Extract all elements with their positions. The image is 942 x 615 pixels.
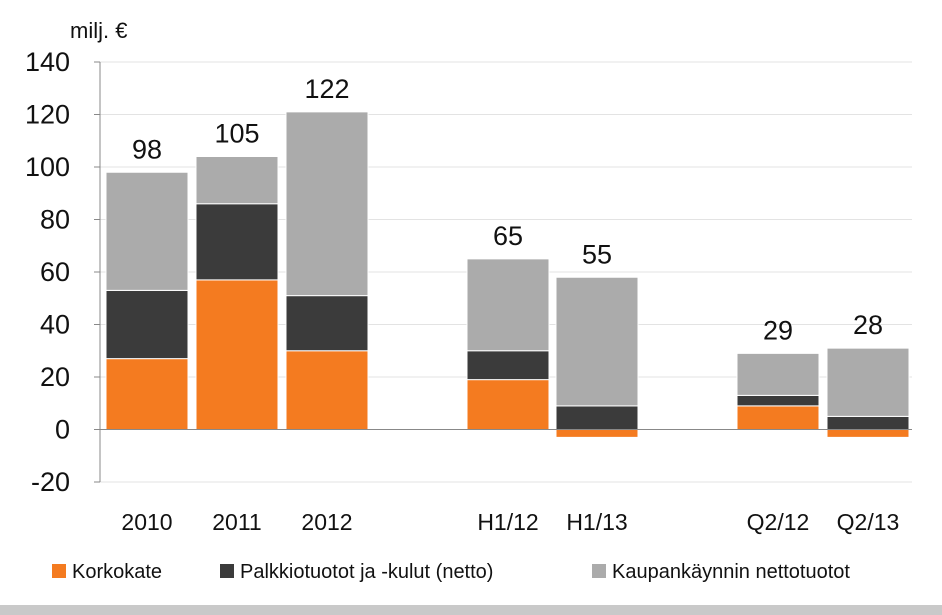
x-category-label: 2011	[212, 509, 261, 535]
bar-segment-kaupankaynti	[466, 258, 550, 352]
y-tick-label: 140	[25, 47, 70, 77]
x-category-label: Q2/12	[747, 509, 810, 535]
y-tick-label: 100	[25, 152, 70, 182]
total-label: 105	[214, 119, 259, 149]
total-labels: 98 105 122 65 55 29 28	[132, 74, 883, 346]
bar-stack-2010	[105, 171, 189, 430]
y-tick-label: 0	[55, 415, 70, 445]
bar-segment-palkkiotuotot	[466, 350, 550, 381]
bars	[105, 111, 910, 438]
bar-segment-korkokate	[285, 350, 369, 430]
category-labels: 2010 2011 2012 H1/12 H1/13 Q2/12 Q2/13	[121, 509, 899, 535]
x-category-label: 2012	[301, 509, 352, 535]
legend-swatch	[220, 564, 234, 578]
total-label: 55	[582, 239, 612, 269]
legend-label: Korkokate	[72, 561, 162, 583]
y-axis-tick-labels: -20 0 20 40 60 80 100 120 140	[25, 47, 70, 497]
bar-stack-q2-12	[736, 352, 820, 430]
y-tick-label: 40	[40, 310, 70, 340]
legend-label: Palkkiotuotot ja -kulut (netto)	[240, 561, 493, 583]
legend-swatch	[52, 564, 66, 578]
bar-segment-kaupankaynti	[555, 276, 639, 407]
bar-segment-korkokate	[466, 379, 550, 430]
bar-stack-h1-12	[466, 258, 550, 430]
legend-swatch	[592, 564, 606, 578]
bar-segment-palkkiotuotot	[826, 415, 910, 430]
total-label: 122	[304, 74, 349, 104]
bar-segment-kaupankaynti	[195, 156, 279, 205]
bar-segment-palkkiotuotot	[555, 405, 639, 430]
bar-segment-kaupankaynti	[105, 171, 189, 291]
bottom-band	[0, 605, 942, 615]
y-tick-label: 120	[25, 100, 70, 130]
bar-stack-q2-13	[826, 347, 910, 438]
legend-item: Palkkiotuotot ja -kulut (netto)	[220, 561, 493, 583]
x-category-label: H1/13	[566, 509, 627, 535]
total-label: 98	[132, 134, 162, 164]
legend: Korkokate Palkkiotuotot ja -kulut (netto)…	[52, 561, 850, 583]
bar-stack-2012	[285, 111, 369, 430]
bar-segment-palkkiotuotot	[105, 289, 189, 360]
legend-label: Kaupankäynnin nettotuotot	[612, 561, 850, 583]
legend-item: Korkokate	[52, 561, 162, 583]
bar-segment-korkokate	[105, 358, 189, 430]
legend-item: Kaupankäynnin nettotuotot	[592, 561, 850, 583]
bar-segment-palkkiotuotot	[736, 394, 820, 407]
y-tick-label: 60	[40, 257, 70, 287]
x-category-label: H1/12	[477, 509, 538, 535]
y-tick-label: -20	[31, 467, 70, 497]
bar-segment-palkkiotuotot	[195, 203, 279, 281]
total-label: 65	[493, 221, 523, 251]
y-tick-label: 20	[40, 362, 70, 392]
bar-stack-h1-13	[555, 276, 639, 438]
bar-segment-kaupankaynti	[826, 347, 910, 417]
bar-segment-kaupankaynti	[285, 111, 369, 297]
y-tick-label: 80	[40, 205, 70, 235]
total-label: 28	[853, 310, 883, 340]
total-label: 29	[763, 315, 793, 345]
bar-segment-korkokate	[195, 279, 279, 430]
y-axis-unit-label: milj. €	[70, 18, 127, 43]
bar-stack-2011	[195, 156, 279, 430]
bar-segment-korkokate	[736, 405, 820, 430]
bar-segment-palkkiotuotot	[285, 295, 369, 352]
bar-segment-korkokate	[826, 429, 910, 438]
x-category-label: Q2/13	[837, 509, 900, 535]
bar-segment-korkokate	[555, 429, 639, 438]
bar-segment-kaupankaynti	[736, 352, 820, 396]
x-category-label: 2010	[121, 509, 172, 535]
